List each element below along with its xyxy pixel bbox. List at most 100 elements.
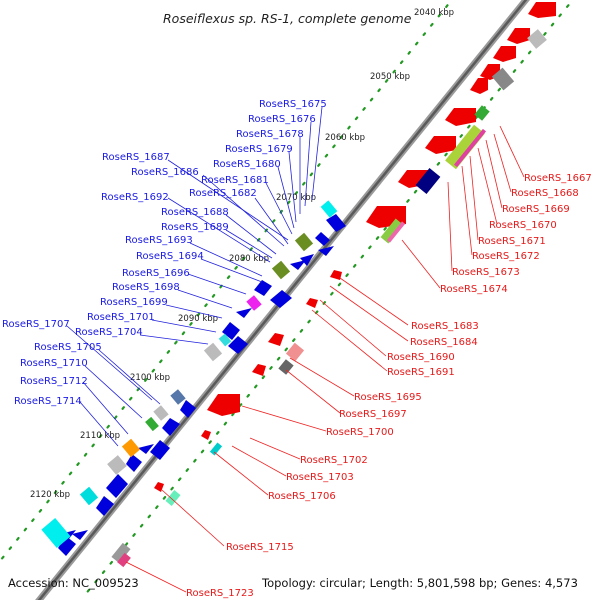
gene-label[interactable]: RoseRS_1712 bbox=[20, 376, 88, 387]
gene-label[interactable]: RoseRS_1696 bbox=[122, 268, 190, 279]
pink-feature bbox=[285, 342, 305, 362]
kbp-marker: 2040 kbp bbox=[414, 8, 454, 18]
gene-label[interactable]: RoseRS_1693 bbox=[125, 235, 193, 246]
gray-feature bbox=[527, 29, 547, 49]
gene-label[interactable]: RoseRS_1686 bbox=[131, 167, 199, 178]
cyan-feature bbox=[41, 518, 71, 548]
inner-tick-track bbox=[0, 0, 454, 563]
gene-label[interactable]: RoseRS_1683 bbox=[411, 321, 479, 332]
forward-gene bbox=[96, 496, 114, 516]
forward-gene bbox=[300, 254, 314, 266]
reverse-gene bbox=[528, 2, 556, 18]
gene-label[interactable]: RoseRS_1681 bbox=[201, 175, 269, 186]
gene-label[interactable]: RoseRS_1694 bbox=[136, 251, 204, 262]
reverse-gene bbox=[330, 270, 342, 280]
cyan-feature bbox=[320, 200, 338, 218]
kbp-marker: 2100 kbp bbox=[130, 373, 170, 383]
gene-label[interactable]: RoseRS_1668 bbox=[511, 188, 579, 199]
multicolor-feature bbox=[386, 221, 406, 243]
forward-gene bbox=[72, 530, 88, 540]
orange-feature bbox=[121, 438, 141, 458]
gene-label[interactable]: RoseRS_1673 bbox=[452, 267, 520, 278]
gene-label[interactable]: RoseRS_1704 bbox=[75, 327, 143, 338]
gene-label[interactable]: RoseRS_1723 bbox=[186, 588, 254, 599]
reverse-gene bbox=[154, 482, 164, 492]
gene-label[interactable]: RoseRS_1671 bbox=[478, 236, 546, 247]
gene-label[interactable]: RoseRS_1691 bbox=[387, 367, 455, 378]
cyan-feature bbox=[79, 486, 99, 506]
reverse-labels: RoseRS_1667 RoseRS_1668 RoseRS_1669 Rose… bbox=[186, 173, 592, 599]
kbp-marker: 2080 kbp bbox=[229, 254, 269, 264]
gene-label[interactable]: RoseRS_1715 bbox=[226, 542, 294, 553]
gene-label[interactable]: RoseRS_1690 bbox=[387, 352, 455, 363]
forward-misc-features bbox=[41, 200, 338, 548]
gene-label[interactable]: RoseRS_1678 bbox=[236, 129, 304, 140]
kbp-markers: 2040 kbp 2050 kbp 2060 kbp 2070 kbp 2080… bbox=[30, 8, 454, 500]
forward-gene bbox=[318, 246, 334, 256]
gene-label[interactable]: RoseRS_1700 bbox=[326, 427, 394, 438]
gene-label[interactable]: RoseRS_1698 bbox=[112, 282, 180, 293]
gene-label[interactable]: RoseRS_1684 bbox=[410, 337, 478, 348]
reverse-gene bbox=[493, 46, 516, 62]
green-feature bbox=[474, 105, 490, 121]
olive-feature bbox=[271, 260, 291, 280]
kbp-marker: 2060 kbp bbox=[325, 133, 365, 143]
gray-feature bbox=[278, 359, 294, 375]
forward-gene bbox=[150, 440, 170, 460]
gene-label[interactable]: RoseRS_1699 bbox=[100, 297, 168, 308]
forward-gene bbox=[290, 260, 306, 270]
gene-label[interactable]: RoseRS_1692 bbox=[101, 192, 169, 203]
gene-label[interactable]: RoseRS_1706 bbox=[268, 491, 336, 502]
kbp-marker: 2090 kbp bbox=[178, 314, 218, 324]
multicolor-feature bbox=[380, 218, 404, 244]
gene-label[interactable]: RoseRS_1697 bbox=[339, 409, 407, 420]
gene-label[interactable]: RoseRS_1703 bbox=[286, 472, 354, 483]
kbp-marker: 2070 kbp bbox=[276, 193, 316, 203]
mint-feature bbox=[165, 490, 181, 506]
gene-label[interactable]: RoseRS_1687 bbox=[102, 152, 170, 163]
reverse-gene bbox=[507, 28, 530, 44]
navy-feature bbox=[415, 168, 441, 194]
forward-gene bbox=[106, 474, 128, 498]
forward-gene bbox=[270, 290, 292, 308]
gene-label[interactable]: RoseRS_1707 bbox=[2, 319, 70, 330]
gene-label[interactable]: RoseRS_1682 bbox=[189, 188, 257, 199]
gene-label[interactable]: RoseRS_1676 bbox=[248, 114, 316, 125]
gene-label[interactable]: RoseRS_1670 bbox=[489, 220, 557, 231]
gene-label[interactable]: RoseRS_1689 bbox=[161, 222, 229, 233]
gene-label[interactable]: RoseRS_1714 bbox=[14, 396, 82, 407]
gene-label[interactable]: RoseRS_1674 bbox=[440, 284, 508, 295]
forward-gene bbox=[180, 400, 196, 418]
gray-feature bbox=[153, 405, 169, 421]
reverse-gene bbox=[252, 364, 266, 376]
reverse-gene bbox=[306, 298, 318, 308]
gray-feature bbox=[111, 542, 131, 564]
gene-label[interactable]: RoseRS_1672 bbox=[472, 251, 540, 262]
forward-gene bbox=[222, 322, 240, 340]
gene-label[interactable]: RoseRS_1705 bbox=[34, 342, 102, 353]
gene-label[interactable]: RoseRS_1695 bbox=[354, 392, 422, 403]
gray-feature bbox=[491, 67, 515, 91]
forward-gene bbox=[254, 280, 272, 296]
reverse-leader-lines bbox=[125, 125, 525, 593]
gene-label[interactable]: RoseRS_1701 bbox=[87, 312, 155, 323]
gene-label[interactable]: RoseRS_1710 bbox=[20, 358, 88, 369]
gene-label[interactable]: RoseRS_1675 bbox=[259, 99, 327, 110]
pink-feature bbox=[117, 552, 131, 568]
forward-gene bbox=[126, 454, 142, 472]
gene-label[interactable]: RoseRS_1667 bbox=[524, 173, 592, 184]
reverse-gene bbox=[425, 136, 456, 154]
kbp-marker: 2050 kbp bbox=[370, 72, 410, 82]
gene-label[interactable]: RoseRS_1669 bbox=[502, 204, 570, 215]
gene-label[interactable]: RoseRS_1680 bbox=[213, 159, 281, 170]
reverse-gene bbox=[207, 394, 240, 416]
gene-label[interactable]: RoseRS_1679 bbox=[225, 144, 293, 155]
forward-gene bbox=[162, 418, 180, 436]
gene-label[interactable]: RoseRS_1702 bbox=[300, 455, 368, 466]
reverse-misc-features bbox=[111, 29, 547, 568]
cyan-feature bbox=[218, 333, 232, 347]
gray-feature bbox=[107, 455, 127, 475]
forward-gene bbox=[138, 444, 154, 454]
gene-label[interactable]: RoseRS_1688 bbox=[161, 207, 229, 218]
